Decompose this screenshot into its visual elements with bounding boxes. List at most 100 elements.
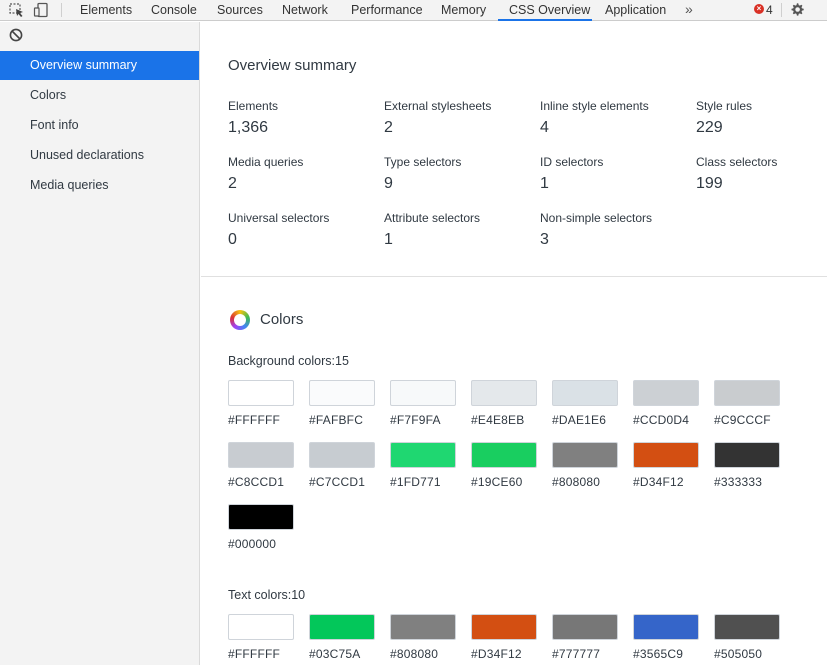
stat-label: Media queries	[228, 155, 304, 169]
inspect-element-icon[interactable]	[8, 2, 26, 18]
color-swatch-chip[interactable]	[228, 614, 294, 640]
color-swatch-chip[interactable]	[309, 442, 375, 468]
color-swatch-hex-label: #D34F12	[471, 647, 522, 661]
color-swatch-chip[interactable]	[228, 380, 294, 406]
color-swatch-chip[interactable]	[228, 442, 294, 468]
color-swatch[interactable]: #DAE1E6	[552, 380, 618, 427]
color-swatch-chip[interactable]	[471, 442, 537, 468]
color-swatch-hex-label: #C9CCCF	[714, 413, 771, 427]
sidebar-item-font-info[interactable]: Font info	[30, 118, 79, 132]
stat-label: Elements	[228, 99, 279, 113]
color-swatch-hex-label: #FFFFFF	[228, 413, 281, 427]
settings-gear-icon[interactable]	[789, 2, 805, 18]
color-swatch[interactable]: #F7F9FA	[390, 380, 456, 427]
color-swatch-hex-label: #C8CCD1	[228, 475, 285, 489]
device-toggle-icon[interactable]	[33, 2, 51, 18]
color-swatch[interactable]: #E4E8EB	[471, 380, 537, 427]
more-tabs-chevron-icon[interactable]: »	[685, 1, 693, 17]
stat-universal-selectors: Universal selectors 0	[228, 211, 378, 249]
color-swatch-chip[interactable]	[552, 614, 618, 640]
color-swatch[interactable]: #19CE60	[471, 442, 537, 489]
css-overview-sidebar: Overview summary Colors Font info Unused…	[0, 22, 200, 665]
clear-block-icon[interactable]	[9, 28, 23, 42]
text-colors-label: Text colors:10	[228, 588, 306, 602]
color-swatch-hex-label: #3565C9	[633, 647, 684, 661]
color-swatch-chip[interactable]	[714, 614, 780, 640]
color-swatch-chip[interactable]	[471, 614, 537, 640]
section-divider	[201, 276, 827, 277]
tab-memory[interactable]: Memory	[441, 3, 487, 17]
color-swatch[interactable]: #808080	[552, 442, 618, 489]
color-swatch[interactable]: #1FD771	[390, 442, 456, 489]
tab-performance[interactable]: Performance	[351, 3, 423, 17]
color-swatch[interactable]: #3565C9	[633, 614, 699, 661]
color-swatch[interactable]: #03C75A	[309, 614, 375, 661]
color-swatch[interactable]: #777777	[552, 614, 618, 661]
stat-attribute-selectors: Attribute selectors 1	[384, 211, 534, 249]
active-tab-indicator	[498, 19, 592, 21]
color-swatch-chip[interactable]	[714, 442, 780, 468]
stat-label: Class selectors	[696, 155, 778, 169]
color-swatch-hex-label: #D34F12	[633, 475, 684, 489]
stat-external-stylesheets: External stylesheets 2	[384, 99, 534, 137]
stat-label: ID selectors	[540, 155, 604, 169]
color-swatch[interactable]: #000000	[228, 504, 294, 551]
stat-label: Attribute selectors	[384, 211, 481, 225]
color-swatch[interactable]: #505050	[714, 614, 780, 661]
color-swatch-chip[interactable]	[309, 614, 375, 640]
sidebar-item-colors[interactable]: Colors	[30, 88, 67, 102]
color-swatch-hex-label: #000000	[228, 537, 277, 551]
toolbar-separator	[61, 3, 62, 17]
color-swatch[interactable]: #808080	[390, 614, 456, 661]
stat-value: 1	[540, 175, 549, 192]
colors-title: Colors	[260, 311, 304, 328]
color-swatch-chip[interactable]	[633, 380, 699, 406]
tab-network[interactable]: Network	[282, 3, 328, 17]
color-swatch[interactable]: #C7CCD1	[309, 442, 375, 489]
color-swatch-chip[interactable]	[228, 504, 294, 530]
color-swatch[interactable]: #FAFBFC	[309, 380, 375, 427]
sidebar-item-media-queries[interactable]: Media queries	[30, 178, 109, 192]
color-swatch-hex-label: #F7F9FA	[390, 413, 441, 427]
color-swatch-chip[interactable]	[552, 380, 618, 406]
error-count[interactable]: 4	[766, 3, 773, 17]
color-swatch-hex-label: #CCD0D4	[633, 413, 690, 427]
color-swatch-chip[interactable]	[309, 380, 375, 406]
color-swatch-hex-label: #C7CCD1	[309, 475, 366, 489]
sidebar-item-unused-declarations[interactable]: Unused declarations	[30, 148, 144, 162]
color-swatch[interactable]: #333333	[714, 442, 780, 489]
tab-application[interactable]: Application	[605, 3, 667, 17]
stat-value: 1,366	[228, 119, 269, 136]
tab-css-overview[interactable]: CSS Overview	[509, 3, 591, 17]
tab-elements[interactable]: Elements	[80, 3, 133, 17]
color-swatch-hex-label: #808080	[552, 475, 601, 489]
color-swatch-chip[interactable]	[552, 442, 618, 468]
stat-value: 9	[384, 175, 393, 192]
stat-label: External stylesheets	[384, 99, 492, 113]
color-swatch-chip[interactable]	[390, 380, 456, 406]
tab-sources[interactable]: Sources	[217, 3, 263, 17]
color-swatch-chip[interactable]	[390, 442, 456, 468]
color-swatch-hex-label: #777777	[552, 647, 601, 661]
color-swatch[interactable]: #C8CCD1	[228, 442, 294, 489]
color-swatch[interactable]: #D34F12	[471, 614, 537, 661]
color-swatch-chip[interactable]	[633, 614, 699, 640]
color-swatch[interactable]: #C9CCCF	[714, 380, 780, 427]
sidebar-item-overview-summary[interactable]: Overview summary	[0, 51, 199, 80]
tab-console[interactable]: Console	[151, 3, 197, 17]
color-swatch[interactable]: #FFFFFF	[228, 614, 294, 661]
color-swatch-hex-label: #19CE60	[471, 475, 523, 489]
stat-non-simple-selectors: Non-simple selectors 3	[540, 211, 690, 249]
error-icon[interactable]: ×	[754, 4, 764, 14]
color-swatch[interactable]: #D34F12	[633, 442, 699, 489]
toolbar-separator	[781, 3, 782, 17]
color-swatch-chip[interactable]	[714, 380, 780, 406]
stat-value: 4	[540, 119, 549, 136]
color-swatch[interactable]: #CCD0D4	[633, 380, 699, 427]
color-swatch-chip[interactable]	[471, 380, 537, 406]
color-swatch-chip[interactable]	[390, 614, 456, 640]
color-swatch[interactable]: #FFFFFF	[228, 380, 294, 427]
stat-value: 1	[384, 231, 393, 248]
colors-ring-icon	[230, 310, 250, 330]
color-swatch-chip[interactable]	[633, 442, 699, 468]
